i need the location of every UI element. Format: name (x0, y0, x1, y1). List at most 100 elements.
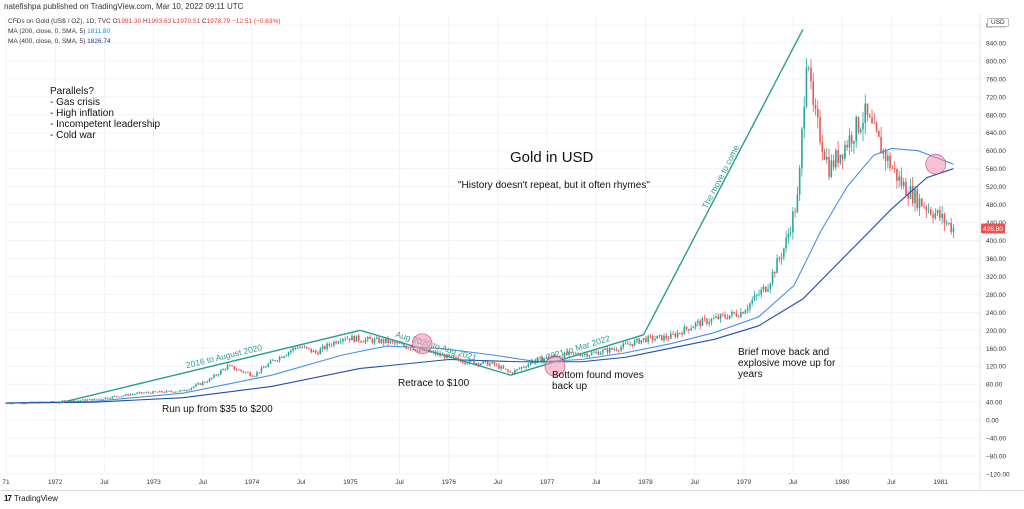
candle-body (873, 123, 876, 124)
candle-body (728, 315, 731, 319)
candle-body (620, 347, 622, 351)
legend-symbol: CFDs on Gold (US$ / OZ), 1D, TVC (8, 18, 111, 25)
candle-body (140, 392, 143, 394)
candle-body (636, 338, 638, 341)
candle-body (803, 106, 805, 129)
candle-body (163, 392, 166, 394)
candle-body (495, 364, 498, 366)
candle-body (251, 375, 254, 377)
candle-body (669, 333, 672, 339)
candle-body (631, 344, 634, 346)
candle-body (699, 320, 701, 326)
candle-body (525, 366, 527, 368)
y-tick-label: 520.00 (986, 184, 1006, 191)
candle-body (715, 316, 717, 318)
candle-body (473, 360, 475, 365)
legend-ma1-value: 1811.80 (87, 28, 111, 35)
candle-body (91, 399, 93, 401)
tradingview-logo[interactable]: 17 TradingView (4, 494, 58, 503)
brief-note: Brief move back and explosive move up fo… (738, 347, 836, 380)
candle-body (774, 271, 776, 274)
y-tick-label: 800.00 (986, 58, 1006, 65)
chart-area[interactable]: 880.00840.00800.00760.00720.00680.00640.… (0, 14, 1024, 490)
candle-body (893, 168, 896, 170)
candle-body (688, 328, 690, 331)
candle-body (690, 328, 692, 331)
candle-body (190, 387, 193, 390)
tradingview-logo-mark: 17 (4, 494, 12, 503)
footer-bar: 17 TradingView (0, 490, 1024, 509)
candle-body (337, 342, 340, 344)
trend-label: Aug 2020 to Aug 2021 (395, 329, 479, 363)
candle-body (247, 372, 249, 373)
candle-body (787, 233, 790, 238)
candle-body (310, 348, 313, 353)
candle-body (294, 347, 297, 349)
candle-body (640, 339, 643, 344)
legend-open: 1991.30 (117, 18, 142, 25)
candle-body (898, 176, 900, 181)
candle-body (201, 381, 204, 385)
candle-body (516, 368, 518, 371)
candle-body (948, 222, 950, 224)
legend-high: 1993.63 (147, 18, 172, 25)
x-axis: 71 1972 Jul 1973 Jul 1974 Jul 1975 Jul 1976 Jul 197… (2, 479, 948, 486)
highlight-circle (411, 333, 433, 355)
legend-ma2-label: MA (400, close, 0, SMA, 5) (8, 38, 86, 45)
candle-body (579, 355, 582, 357)
candle-body (149, 392, 152, 394)
candle-body (694, 322, 697, 327)
candle-body (615, 349, 618, 351)
candle-body (721, 314, 724, 315)
candle-body (265, 366, 267, 368)
candle-body (762, 286, 765, 290)
candle-body (855, 117, 858, 142)
candle-body (342, 338, 344, 342)
candle-body (758, 294, 760, 296)
candle-body (100, 398, 102, 400)
candle-body (353, 335, 356, 342)
candle-body (104, 397, 107, 399)
candle-body (394, 341, 396, 344)
candle-body (798, 168, 801, 195)
candle-body (927, 209, 930, 211)
candle-body (452, 355, 455, 358)
candle-body (106, 397, 109, 399)
candle-body (753, 295, 756, 301)
candle-body (638, 338, 640, 344)
candle-body (907, 195, 910, 199)
candle-body (206, 381, 209, 383)
candle-body (240, 369, 242, 372)
y-tick-label: 760.00 (986, 76, 1006, 83)
candle-body (532, 362, 534, 364)
candle-body (115, 396, 118, 398)
y-tick-label: 280.00 (986, 292, 1006, 299)
candle-body (724, 314, 726, 318)
y-tick-label: −40.00 (986, 436, 1006, 443)
candle-body (482, 361, 484, 364)
candle-body (651, 336, 654, 341)
candle-body (627, 343, 629, 345)
price-chart[interactable]: 880.00840.00800.00760.00720.00680.00640.… (0, 14, 1024, 490)
candle-body (835, 150, 837, 168)
candle-body (127, 394, 129, 396)
x-tick-label: 1980 (835, 479, 850, 486)
x-tick-label: 1979 (737, 479, 752, 486)
y-tick-label: 560.00 (986, 166, 1006, 173)
candle-body (541, 356, 543, 362)
candle-body (371, 339, 374, 343)
y-tick-label: −120.00 (986, 472, 1010, 479)
candle-body (900, 176, 903, 186)
ma-400-line (5, 168, 954, 404)
candle-body (660, 335, 663, 341)
candle-body (301, 346, 304, 348)
candle-body (491, 362, 493, 364)
candle-body (629, 344, 631, 345)
candle-body (319, 349, 322, 355)
candle-body (326, 343, 328, 350)
currency-button[interactable]: USD (987, 18, 1009, 27)
candle-body (457, 357, 460, 360)
candle-body (914, 189, 916, 204)
candle-body (561, 356, 564, 358)
candle-body (518, 368, 521, 370)
